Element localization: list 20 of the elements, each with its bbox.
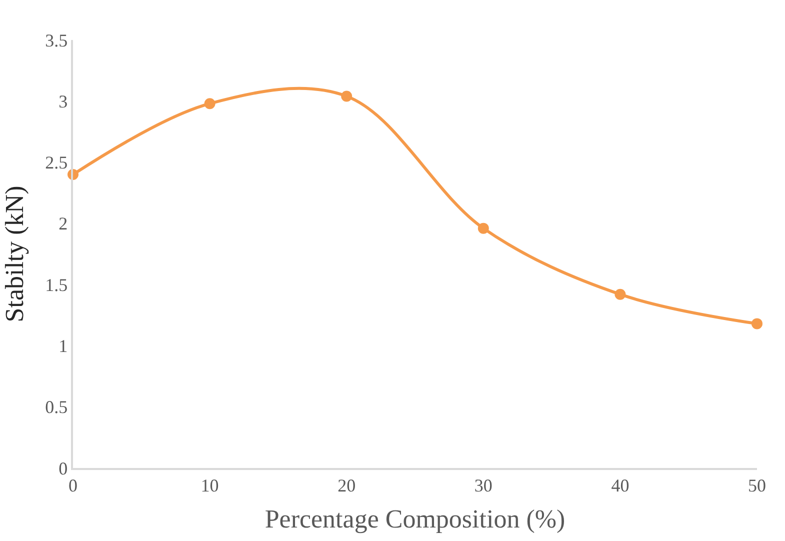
point (478, 222, 489, 234)
y-tick-label: 2.5 (45, 152, 68, 173)
x-tick-label: 20 (338, 475, 356, 496)
point (341, 90, 352, 102)
x-tick-label: 50 (748, 475, 766, 496)
x-tick-label: 40 (611, 475, 630, 496)
y-tick-label: 0 (58, 458, 68, 478)
x-tick-label: 10 (200, 475, 219, 496)
point (204, 98, 216, 110)
y-axis-title: Stabilty (kN) (0, 186, 29, 322)
x-axis-title: Percentage Composition (%) (264, 504, 566, 534)
y-tick-label: 3 (58, 91, 68, 112)
x-tick-label: 30 (474, 475, 492, 496)
point (752, 318, 762, 330)
y-tick-label: 3.5 (45, 30, 68, 50)
y-tick-label: 1 (58, 336, 68, 356)
y-tick-label: 2 (58, 214, 68, 234)
y-tick-label: 1.5 (45, 274, 68, 295)
point (614, 288, 626, 300)
y-tick-label: 0.5 (45, 397, 68, 418)
